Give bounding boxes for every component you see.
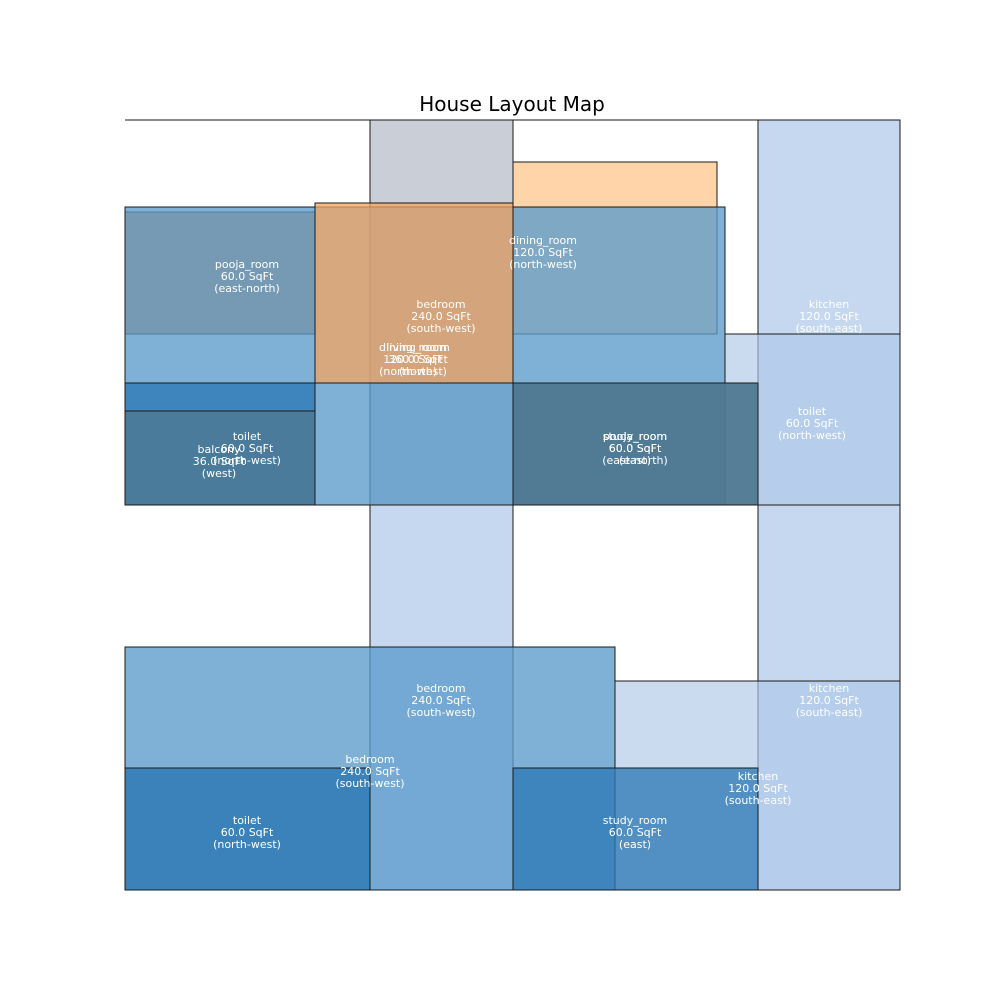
room-name: bedroom (345, 753, 394, 766)
room-area: 36.0 SqFt (193, 455, 246, 468)
room-name: dining_room (379, 341, 447, 354)
room-area: 120.0 SqFt (799, 310, 859, 323)
room-balcony-8 (124, 410, 316, 506)
room-name: bedroom (416, 298, 465, 311)
room-name: kitchen (809, 682, 850, 695)
rooms-layer (124, 119, 901, 891)
room-direction: (west) (202, 467, 236, 480)
room-label-14: kitchen 120.0 SqFt (south-east) (725, 770, 792, 807)
room-name: study_room (603, 430, 667, 443)
room-label-6: toilet 60.0 SqFt (north-west) (778, 405, 846, 442)
room-study-room-10 (512, 382, 759, 506)
room-direction: (north-west) (213, 454, 281, 467)
room-label-16: study_room 60.0 SqFt (east) (603, 814, 667, 851)
room-label-12: bedroom 240.0 SqFt (south-west) (335, 753, 404, 790)
room-direction: (east-north) (602, 454, 668, 467)
room-label-0: pooja_room 60.0 SqFt (east-north) (214, 258, 280, 295)
room-area: 120.0 SqFt (728, 782, 788, 795)
room-label-7: toilet 60.0 SqFt (north-west) (213, 430, 281, 467)
room-area: 120.0 SqFt (799, 694, 859, 707)
room-direction: (north-west) (213, 838, 281, 851)
room-label-2: bedroom 240.0 SqFt (south-west) (406, 298, 475, 335)
room-name: living_room (386, 341, 450, 354)
room-name: dining_room (509, 234, 577, 247)
room-name: kitchen (738, 770, 779, 783)
room-direction: (east-north) (214, 282, 280, 295)
room-area: 120.0 SqFt (513, 246, 573, 259)
room-label-10: study_room 60.0 SqFt (east) (603, 430, 667, 467)
room-area: 120.0 SqFt (383, 353, 443, 366)
room-label-5: kitchen 120.0 SqFt (south-east) (796, 298, 863, 335)
room-area: 360.0 SqFt (388, 353, 448, 366)
room-area: 60.0 SqFt (609, 442, 662, 455)
room-label-15: toilet 60.0 SqFt (north-west) (213, 814, 281, 851)
room-study-room-16 (512, 767, 759, 891)
room-area: 60.0 SqFt (609, 826, 662, 839)
room-dining-room-4 (314, 202, 514, 384)
room-direction: (east) (619, 838, 651, 851)
room-name: bedroom (416, 682, 465, 695)
room-label-13: kitchen 120.0 SqFt (south-east) (796, 682, 863, 719)
room-label-9: pooja_room 60.0 SqFt (east-north) (602, 430, 668, 467)
room-label-8: balcony 36.0 SqFt (west) (193, 443, 246, 480)
room-direction: (north) (399, 365, 437, 378)
room-label-11: bedroom 240.0 SqFt (south-west) (406, 682, 475, 719)
room-area: 60.0 SqFt (786, 417, 839, 430)
room-name: balcony (197, 443, 241, 456)
room-name: study_room (603, 814, 667, 827)
room-direction: (south-west) (406, 322, 475, 335)
room-direction: (south-west) (406, 706, 475, 719)
room-toilet-15 (124, 767, 371, 891)
room-label-3: living_room 360.0 SqFt (north) (386, 341, 450, 378)
room-direction: (north-west) (379, 365, 447, 378)
room-direction: (north-west) (509, 258, 577, 271)
room-name: pooja_room (603, 430, 667, 443)
room-direction: (south-east) (796, 706, 863, 719)
room-area: 60.0 SqFt (221, 270, 274, 283)
room-area: 60.0 SqFt (221, 442, 274, 455)
room-direction: (north-west) (778, 429, 846, 442)
room-label-4: dining_room 120.0 SqFt (north-west) (379, 341, 447, 378)
room-name: toilet (798, 405, 827, 418)
room-area: 60.0 SqFt (609, 442, 662, 455)
room-area: 240.0 SqFt (340, 765, 400, 778)
room-direction: (south-west) (335, 777, 404, 790)
room-area: 60.0 SqFt (221, 826, 274, 839)
room-name: toilet (233, 814, 262, 827)
room-direction: (east) (619, 454, 651, 467)
room-direction: (south-east) (796, 322, 863, 335)
room-direction: (south-east) (725, 794, 792, 807)
room-name: toilet (233, 430, 262, 443)
room-name: pooja_room (215, 258, 279, 271)
room-area: 240.0 SqFt (411, 694, 471, 707)
page-title: House Layout Map (419, 92, 605, 116)
room-name: kitchen (809, 298, 850, 311)
labels-layer: pooja_room 60.0 SqFt (east-north)dining_ro… (193, 234, 863, 851)
room-label-1: dining_room 120.0 SqFt (north-west) (509, 234, 577, 271)
room-area: 240.0 SqFt (411, 310, 471, 323)
